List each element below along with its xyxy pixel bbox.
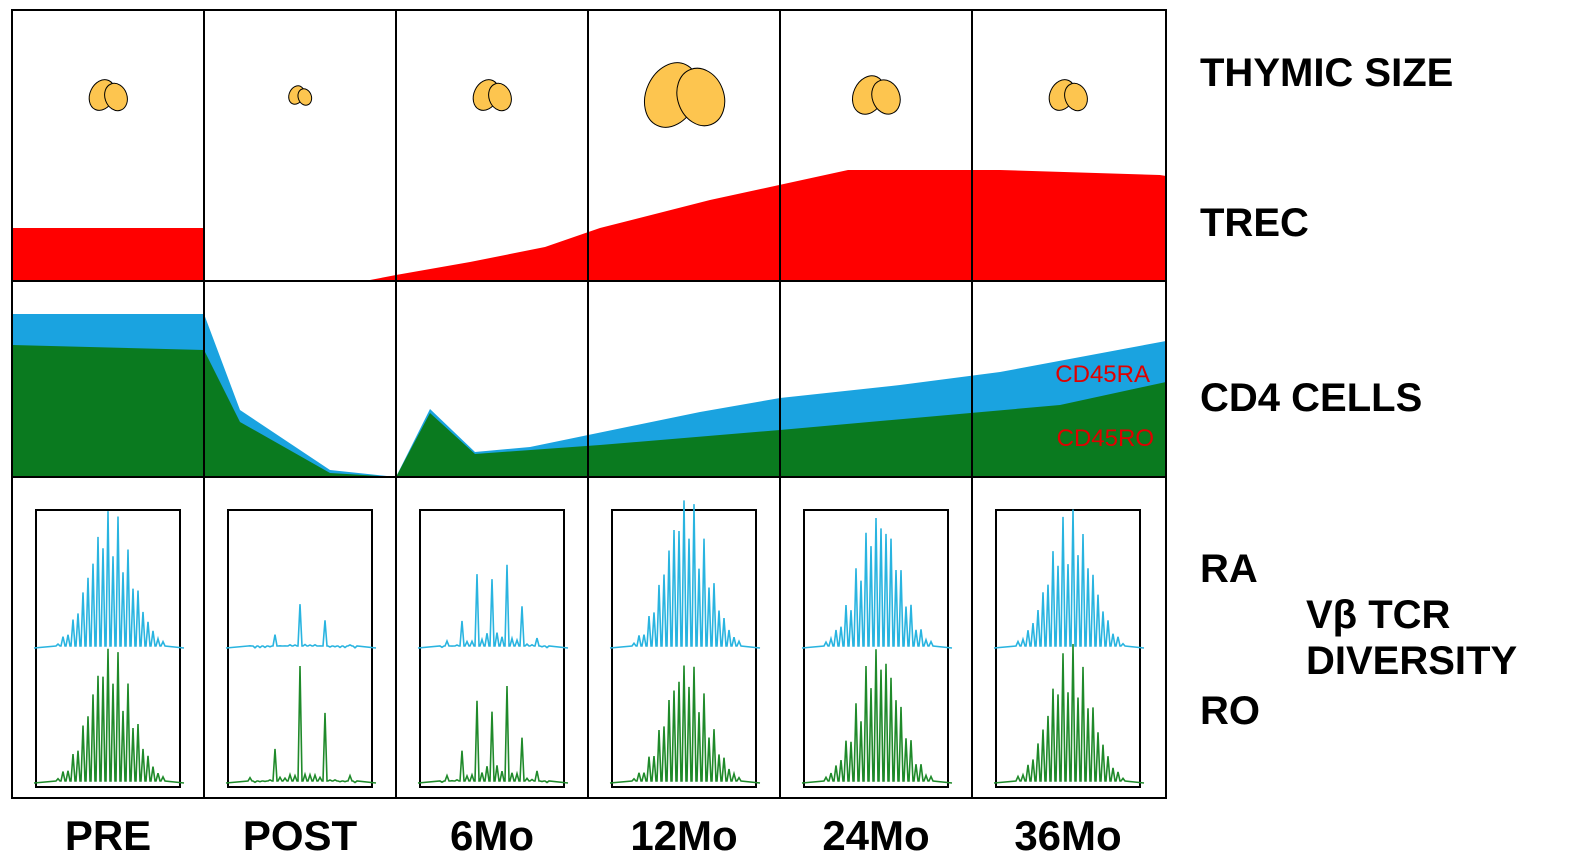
spectratype-trace	[802, 518, 952, 648]
column-label: 12Mo	[630, 812, 737, 859]
spectratype-trace	[34, 649, 184, 783]
spectratype-trace	[994, 644, 1144, 783]
spectratype-box	[228, 510, 372, 787]
cd45ro-label: CD45RO	[1057, 425, 1154, 452]
column-label: POST	[243, 812, 358, 859]
spectratype-trace	[802, 649, 952, 783]
spectratype-trace	[418, 686, 568, 783]
figure: CD45RA CD45RO THYMIC SIZE TREC CD4 CELLS…	[0, 0, 1570, 860]
column-label: 36Mo	[1014, 812, 1121, 859]
spectratype-trace	[34, 511, 184, 648]
spectratype-box	[996, 510, 1140, 787]
trec-area	[370, 170, 1166, 280]
spectratype-box	[420, 510, 564, 787]
spectratype-trace	[610, 500, 760, 648]
spectratype-trace	[226, 604, 376, 648]
spectratype-trace	[610, 666, 760, 783]
column-label: 24Mo	[822, 812, 929, 859]
cd45ra-label: CD45RA	[1055, 361, 1150, 388]
spectratype-trace	[226, 666, 376, 783]
row-label: Vβ TCR	[1306, 593, 1451, 637]
row-label: RA	[1200, 547, 1258, 591]
column-label: 6Mo	[450, 812, 534, 859]
row-label: RO	[1200, 689, 1260, 733]
trec-area	[12, 228, 204, 280]
row-label: DIVERSITY	[1306, 639, 1517, 683]
spectratype-trace	[994, 509, 1144, 648]
row-label: THYMIC SIZE	[1200, 51, 1453, 95]
row-label: CD4 CELLS	[1200, 376, 1422, 420]
spectratype-trace	[418, 565, 568, 648]
column-label: PRE	[65, 812, 151, 859]
row-label: TREC	[1200, 201, 1309, 245]
